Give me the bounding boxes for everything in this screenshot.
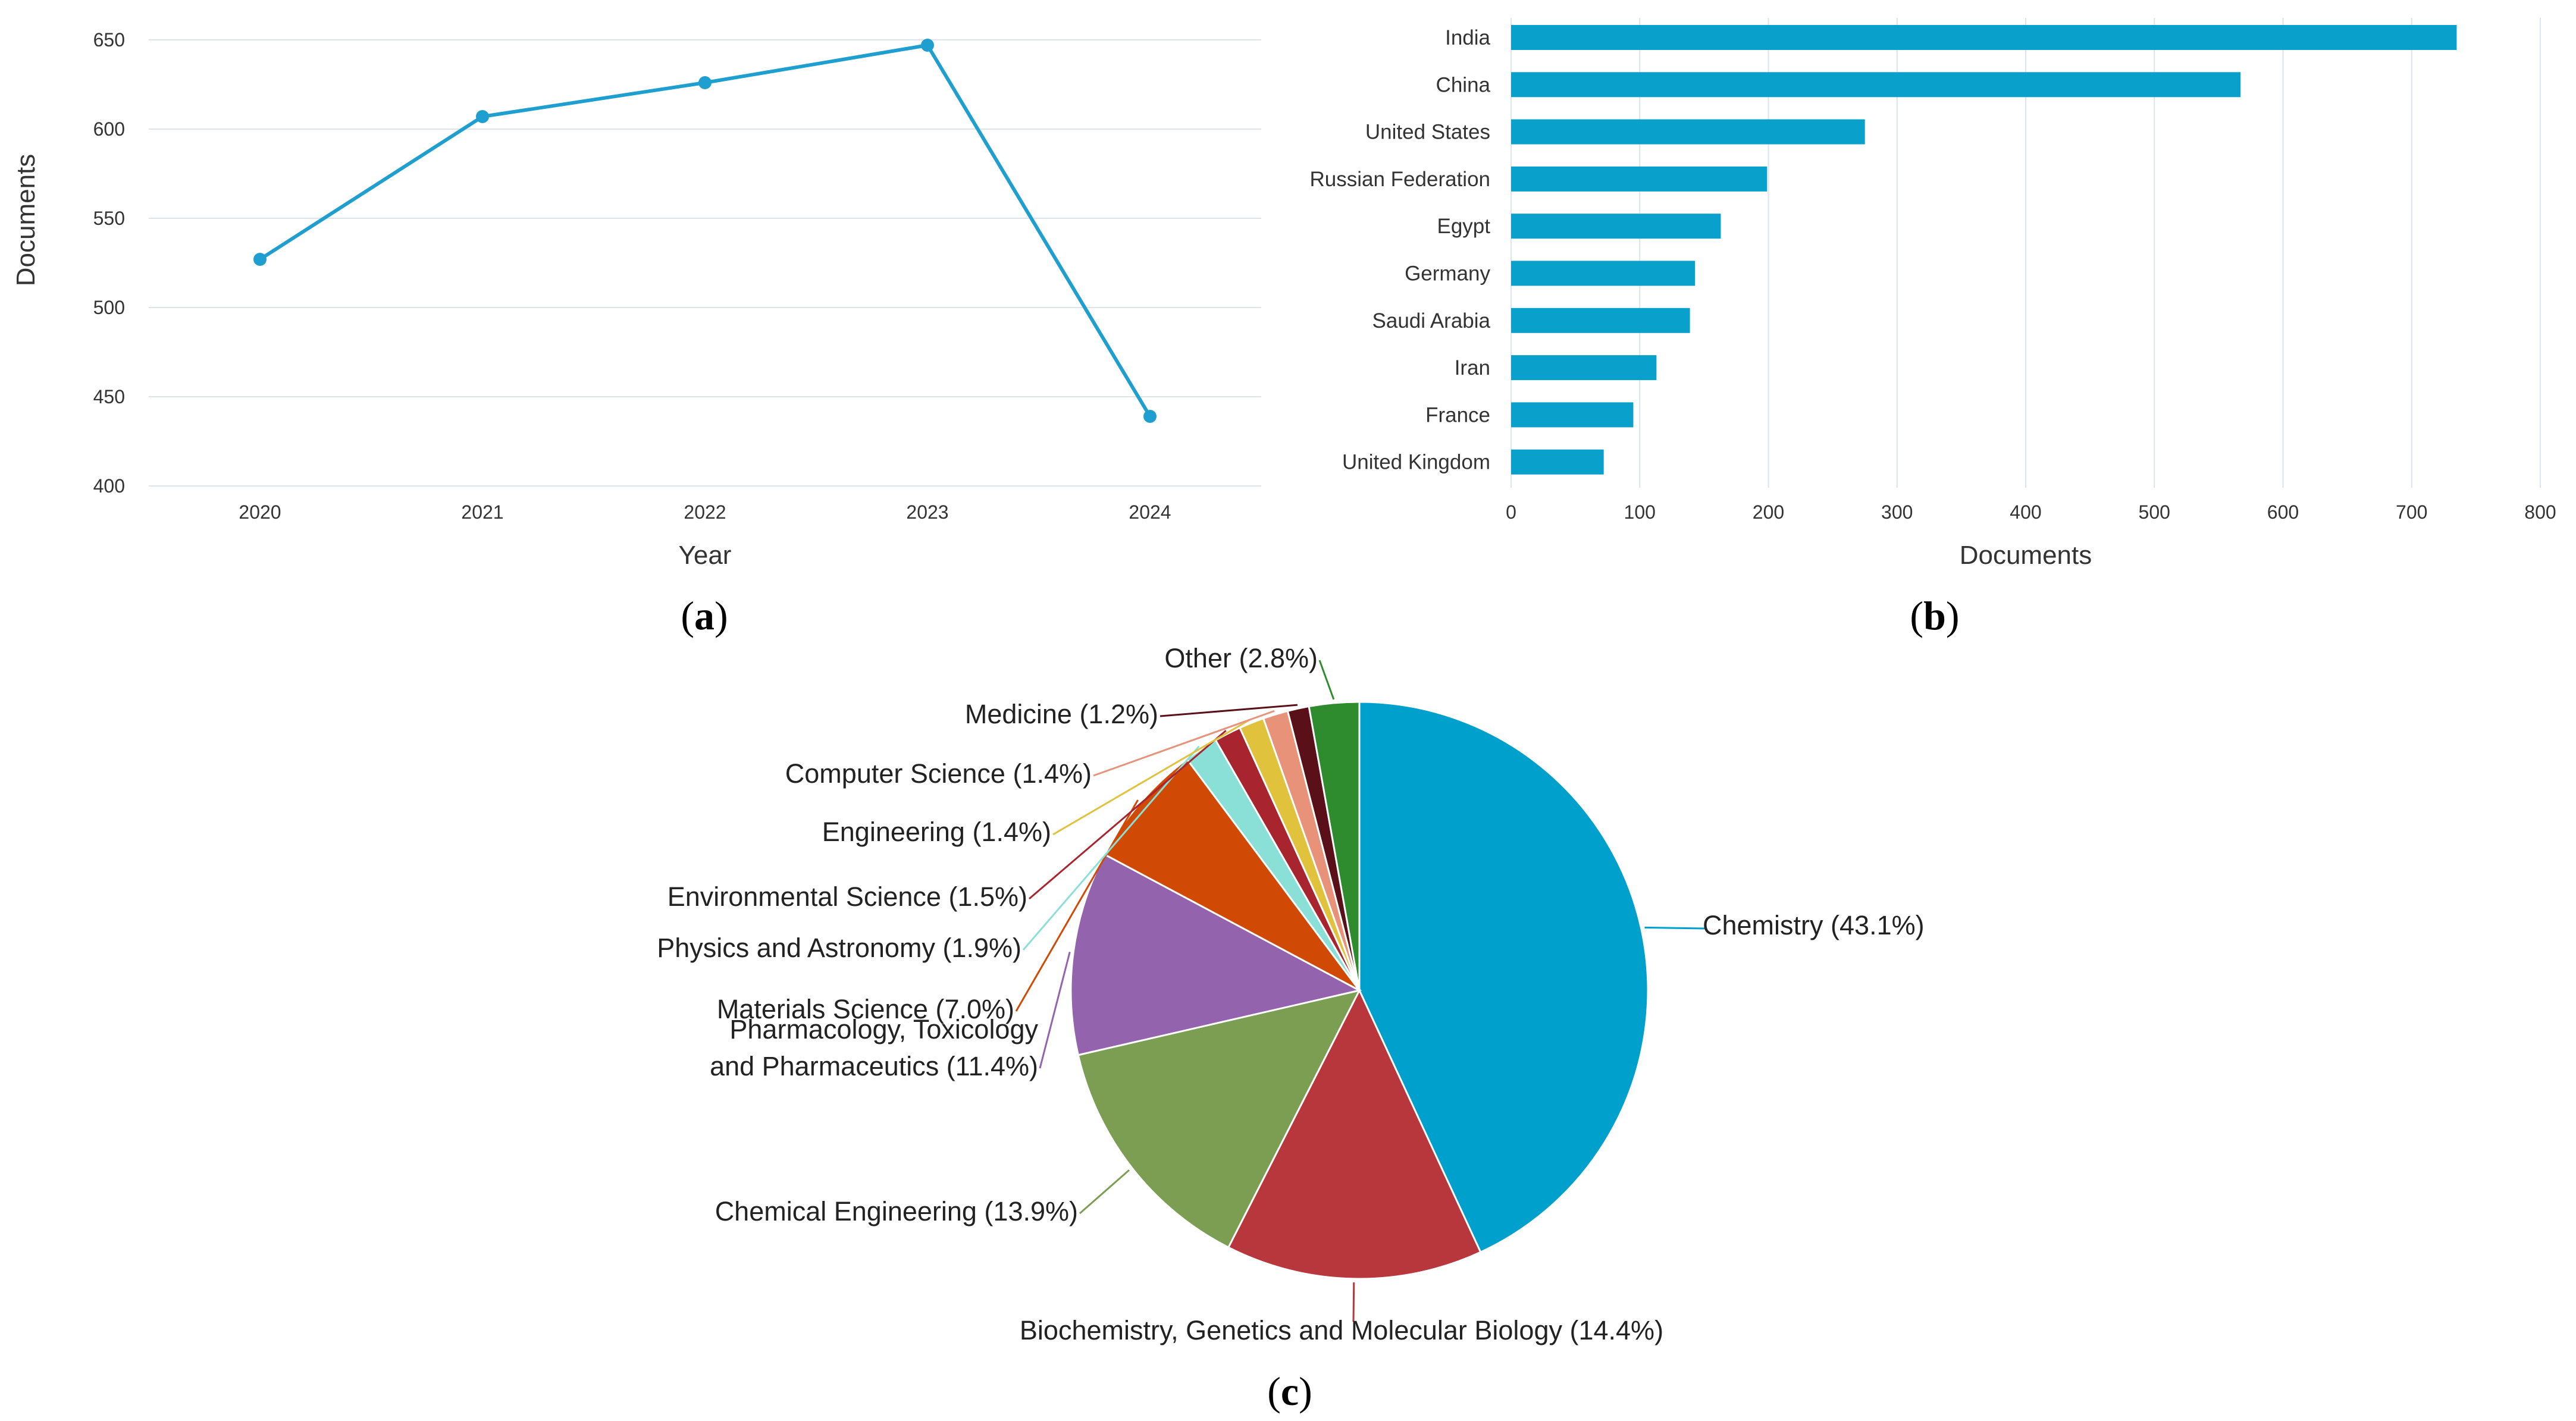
x-tick-label: 400	[2010, 501, 2041, 523]
x-tick-label: 200	[1753, 501, 1784, 523]
data-point	[253, 253, 267, 266]
line-chart-documents-per-year: 400 450 500 550 600 650 2020 2021 2022 2023 2024 Ye…	[11, 29, 1261, 638]
slice-label: Medicine (1.2%)	[965, 699, 1158, 729]
x-tick-label: 600	[2267, 501, 2299, 523]
category-label: United Kingdom	[1342, 451, 1490, 474]
pie-chart-subject-areas: Chemistry (43.1%) Biochemistry, Genetics …	[657, 643, 1924, 1414]
panel-label-a: (a)	[681, 593, 728, 638]
bar	[1511, 261, 1696, 286]
y-tick-label: 450	[93, 386, 125, 407]
panel-label-b: (b)	[1910, 593, 1959, 638]
x-tick-label: 700	[2396, 501, 2427, 523]
category-label: Russian Federation	[1310, 168, 1491, 191]
y-tick-label: 400	[93, 475, 125, 497]
leader-line	[1093, 710, 1275, 777]
category-label: India	[1445, 26, 1490, 49]
x-tick-label: 2024	[1129, 501, 1171, 523]
data-point	[476, 110, 489, 123]
bar	[1511, 214, 1721, 239]
y-tick-label: 550	[93, 208, 125, 229]
leader-line	[1079, 1169, 1130, 1215]
series-line	[259, 43, 1152, 418]
x-tick-label: 2021	[461, 501, 503, 523]
leader-line	[1022, 745, 1200, 951]
x-tick-label: 100	[1624, 501, 1656, 523]
y-axis-title: Documents	[11, 154, 40, 287]
slice-label: Materials Science (7.0%)	[717, 994, 1014, 1024]
x-tick-label: 2020	[239, 501, 281, 523]
category-label: Germany	[1405, 262, 1490, 286]
x-tick-label: 800	[2524, 501, 2556, 523]
leader-line	[1052, 719, 1251, 836]
pie-slice	[1358, 701, 1649, 1254]
data-point	[921, 39, 934, 52]
x-tick-label: 2022	[684, 501, 726, 523]
x-axis-title: Year	[679, 541, 732, 570]
slice-label: Environmental Science (1.5%)	[667, 882, 1027, 912]
x-tick-label: 0	[1506, 501, 1516, 523]
leader-line	[1318, 660, 1335, 700]
x-tick-label: 500	[2139, 501, 2170, 523]
data-point	[698, 76, 712, 89]
bar	[1511, 355, 1657, 381]
slice-label: Chemistry (43.1%)	[1703, 910, 1925, 940]
panel-label-c: (c)	[1267, 1369, 1312, 1414]
slice-label: Chemical Engineering (13.9%)	[715, 1196, 1078, 1226]
bar	[1511, 25, 2457, 50]
data-point	[1143, 410, 1157, 423]
y-tick-label: 600	[93, 118, 125, 140]
category-label: China	[1436, 73, 1491, 96]
category-label: Iran	[1455, 356, 1490, 379]
bar	[1511, 402, 1634, 428]
slice-label: Other (2.8%)	[1164, 643, 1318, 673]
x-tick-label: 300	[1881, 501, 1913, 523]
slice-label: Physics and Astronomy (1.9%)	[657, 933, 1021, 963]
bar	[1511, 449, 1604, 475]
pie-slice	[1104, 758, 1361, 992]
category-label: United States	[1365, 121, 1490, 144]
pie-slice	[1308, 701, 1361, 991]
x-tick-label: 2023	[906, 501, 948, 523]
leader-line	[1352, 1282, 1355, 1322]
slice-label: Computer Science (1.4%)	[785, 758, 1092, 789]
leader-line	[1039, 952, 1071, 1069]
category-label: Saudi Arabia	[1372, 309, 1491, 332]
bar	[1511, 119, 1865, 145]
leader-line	[1029, 730, 1227, 900]
bar	[1511, 72, 2241, 98]
bar	[1511, 166, 1768, 192]
y-tick-label: 500	[93, 297, 125, 318]
leader-line	[1159, 704, 1298, 717]
y-tick-label: 650	[93, 29, 125, 51]
slice-label: Pharmacology, Toxicology and Pharmaceutic…	[710, 1014, 1038, 1081]
bar-chart-documents-per-country: 0 100 200 300 400 500 600 700 800 India China Unite…	[1310, 18, 2556, 638]
leader-line	[1644, 926, 1705, 930]
category-label: France	[1425, 403, 1490, 426]
leader-line	[1015, 799, 1139, 1012]
pie-slice	[1077, 989, 1361, 1249]
bar	[1511, 308, 1690, 333]
slice-label: Engineering (1.4%)	[822, 817, 1051, 847]
category-label: Egypt	[1437, 215, 1491, 238]
pie-slice	[1227, 988, 1482, 1280]
x-axis-title: Documents	[1960, 541, 2092, 570]
slice-label: Biochemistry, Genetics and Molecular Bio…	[1020, 1315, 1663, 1345]
